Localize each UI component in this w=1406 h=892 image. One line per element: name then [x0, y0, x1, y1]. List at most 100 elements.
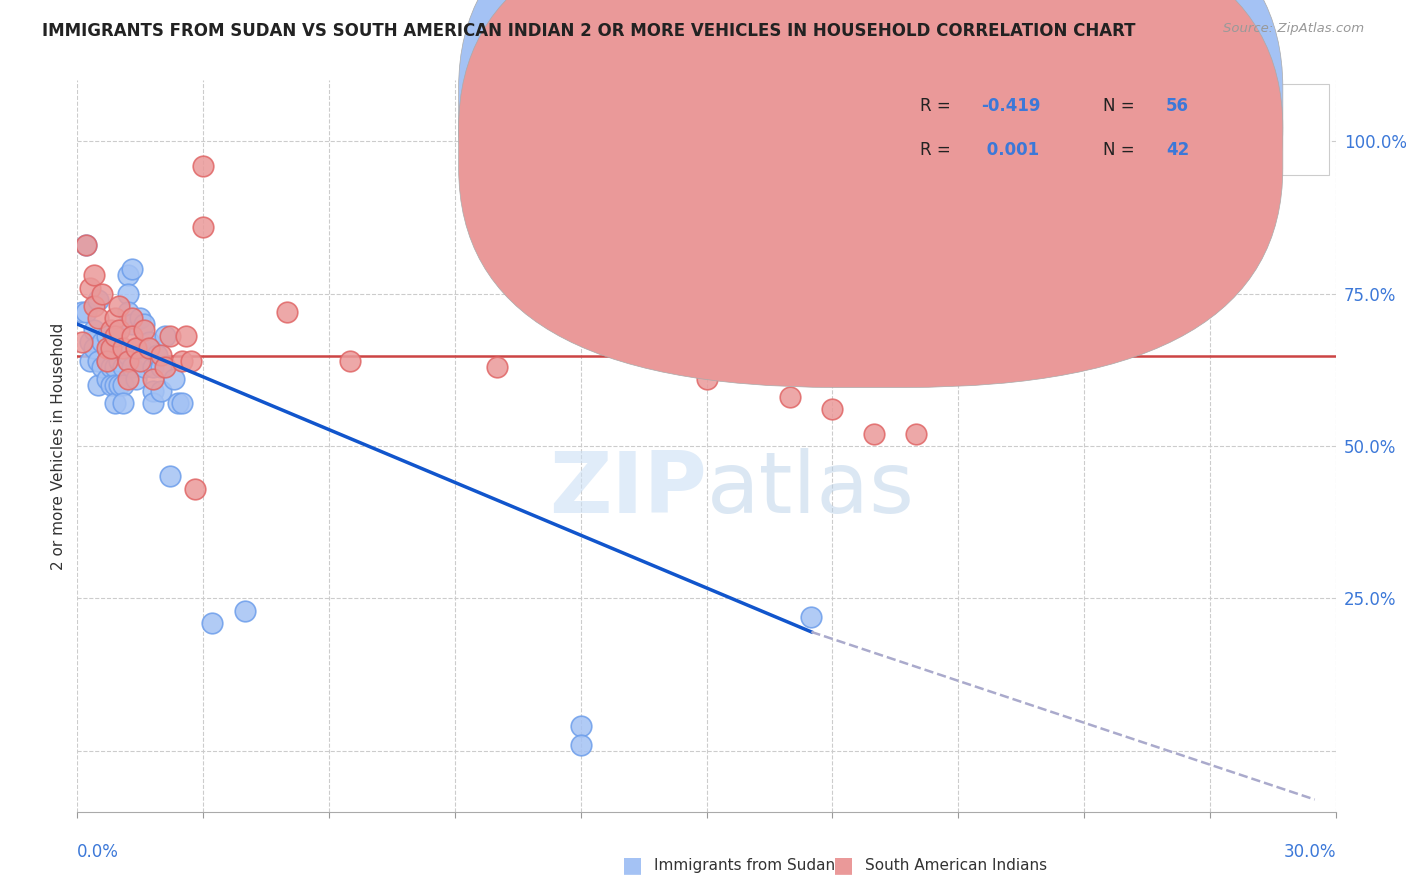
Point — [121, 329, 143, 343]
Point — [121, 359, 143, 374]
Point — [138, 335, 160, 350]
Point — [142, 372, 165, 386]
Point — [108, 353, 131, 368]
Point — [159, 329, 181, 343]
Point — [91, 359, 114, 374]
Point — [112, 378, 135, 392]
Point — [112, 359, 135, 374]
Text: N =: N = — [1102, 97, 1140, 115]
Point — [821, 402, 844, 417]
Point — [70, 305, 93, 319]
Point — [125, 372, 148, 386]
Text: R =: R = — [921, 141, 956, 159]
Point — [150, 384, 173, 399]
Text: atlas: atlas — [707, 449, 914, 532]
Point — [233, 604, 256, 618]
Text: ■: ■ — [834, 855, 853, 875]
Point — [100, 359, 122, 374]
Point — [191, 159, 215, 173]
Point — [108, 378, 131, 392]
Point — [163, 372, 186, 386]
Text: 42: 42 — [1166, 141, 1189, 159]
Point — [87, 311, 110, 326]
Point — [138, 342, 160, 356]
Text: -0.419: -0.419 — [981, 97, 1040, 115]
Point — [79, 353, 101, 368]
Point — [184, 482, 207, 496]
Point — [276, 305, 298, 319]
Point — [172, 353, 194, 368]
Point — [104, 378, 127, 392]
Point — [485, 359, 508, 374]
Text: 56: 56 — [1166, 97, 1189, 115]
Text: 30.0%: 30.0% — [1284, 843, 1336, 861]
Point — [117, 305, 139, 319]
Text: IMMIGRANTS FROM SUDAN VS SOUTH AMERICAN INDIAN 2 OR MORE VEHICLES IN HOUSEHOLD C: IMMIGRANTS FROM SUDAN VS SOUTH AMERICAN … — [42, 22, 1136, 40]
Point — [121, 311, 143, 326]
Point — [142, 384, 165, 399]
Point — [117, 286, 139, 301]
Point — [134, 317, 156, 331]
Point — [104, 396, 127, 410]
Point — [75, 305, 97, 319]
Point — [134, 359, 156, 374]
Point — [125, 342, 148, 356]
Point — [104, 359, 127, 374]
Point — [142, 359, 165, 374]
Point — [87, 293, 110, 307]
Point — [117, 353, 139, 368]
Point — [83, 323, 105, 337]
Point — [176, 329, 198, 343]
Point — [167, 396, 190, 410]
Point — [104, 329, 127, 343]
Point — [200, 615, 222, 630]
Point — [83, 342, 105, 356]
Point — [83, 268, 105, 283]
Point — [191, 219, 215, 234]
Text: Immigrants from Sudan: Immigrants from Sudan — [654, 858, 835, 872]
Point — [100, 342, 122, 356]
Point — [96, 372, 118, 386]
Text: R =: R = — [921, 97, 956, 115]
Text: ■: ■ — [623, 855, 643, 875]
Point — [569, 738, 592, 752]
Point — [121, 317, 143, 331]
Point — [155, 359, 177, 374]
Point — [121, 262, 143, 277]
Point — [150, 359, 173, 374]
Text: 0.001: 0.001 — [981, 141, 1039, 159]
Point — [83, 299, 105, 313]
Point — [108, 299, 131, 313]
Point — [70, 335, 93, 350]
Point — [112, 342, 135, 356]
FancyBboxPatch shape — [458, 0, 1282, 347]
Point — [125, 342, 148, 356]
Point — [569, 719, 592, 733]
Text: 0.0%: 0.0% — [77, 843, 120, 861]
Bar — [827, 84, 1330, 176]
Point — [779, 390, 801, 404]
Point — [129, 353, 152, 368]
Point — [100, 342, 122, 356]
Point — [104, 311, 127, 326]
Point — [696, 372, 718, 386]
Point — [100, 378, 122, 392]
Point — [905, 426, 928, 441]
Point — [87, 378, 110, 392]
Point — [159, 469, 181, 483]
Point — [117, 348, 139, 362]
Point — [96, 353, 118, 368]
Point — [129, 311, 152, 326]
Point — [155, 329, 177, 343]
Y-axis label: 2 or more Vehicles in Household: 2 or more Vehicles in Household — [51, 322, 66, 570]
Point — [75, 238, 97, 252]
Point — [108, 323, 131, 337]
Point — [79, 280, 101, 294]
Point — [91, 286, 114, 301]
Point — [150, 348, 173, 362]
Point — [339, 353, 361, 368]
FancyBboxPatch shape — [458, 0, 1282, 387]
Text: N =: N = — [1102, 141, 1140, 159]
Text: Source: ZipAtlas.com: Source: ZipAtlas.com — [1223, 22, 1364, 36]
Point — [112, 396, 135, 410]
